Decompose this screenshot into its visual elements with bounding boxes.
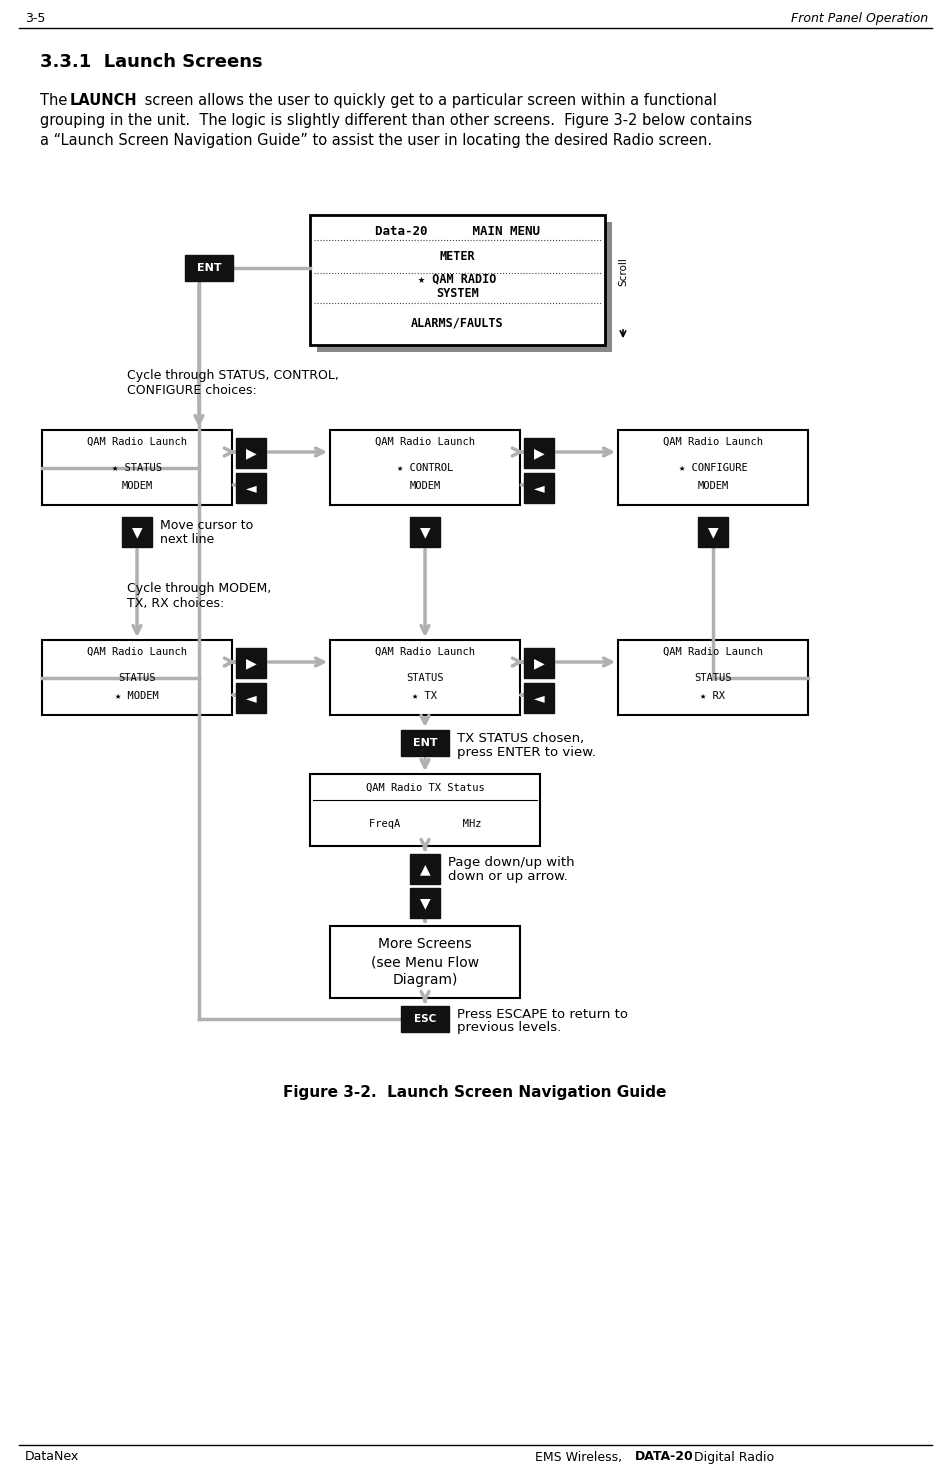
- Text: CONFIGURE choices:: CONFIGURE choices:: [127, 384, 257, 397]
- Text: ▶: ▶: [245, 445, 257, 460]
- Text: The: The: [40, 93, 72, 107]
- Bar: [524, 473, 554, 503]
- Text: QAM Radio TX Status: QAM Radio TX Status: [365, 784, 484, 792]
- Text: Digital Radio: Digital Radio: [690, 1451, 774, 1464]
- Text: MODEM: MODEM: [409, 481, 440, 491]
- Text: STATUS: STATUS: [118, 673, 156, 684]
- Text: ▶: ▶: [245, 656, 257, 670]
- Text: TX, RX choices:: TX, RX choices:: [127, 597, 224, 610]
- Text: grouping in the unit.  The logic is slightly different than other screens.  Figu: grouping in the unit. The logic is sligh…: [40, 113, 752, 128]
- Text: LAUNCH: LAUNCH: [70, 93, 138, 107]
- Text: next line: next line: [160, 532, 214, 545]
- Text: METER: METER: [439, 250, 476, 263]
- Text: ENT: ENT: [413, 738, 437, 748]
- Text: ALARMS/FAULTS: ALARMS/FAULTS: [411, 316, 504, 329]
- Bar: [236, 684, 266, 713]
- Bar: [401, 1005, 449, 1032]
- Text: ▼: ▼: [419, 525, 430, 539]
- Text: QAM Radio Launch: QAM Radio Launch: [87, 437, 187, 447]
- Text: QAM Radio Launch: QAM Radio Launch: [375, 437, 475, 447]
- Text: ▶: ▶: [534, 445, 544, 460]
- Text: DataNex: DataNex: [25, 1451, 79, 1464]
- Text: ★ QAM RADIO: ★ QAM RADIO: [418, 272, 496, 285]
- Text: ★ RX: ★ RX: [701, 691, 726, 701]
- Text: press ENTER to view.: press ENTER to view.: [457, 745, 596, 759]
- Text: ◄: ◄: [534, 481, 544, 495]
- Bar: [524, 648, 554, 678]
- Text: DATA-20: DATA-20: [635, 1451, 693, 1464]
- Text: ◄: ◄: [245, 691, 257, 706]
- Text: STATUS: STATUS: [406, 673, 444, 684]
- Bar: [330, 639, 520, 714]
- Bar: [236, 648, 266, 678]
- Bar: [618, 639, 808, 714]
- Text: ▼: ▼: [131, 525, 143, 539]
- Bar: [185, 254, 233, 281]
- Bar: [236, 438, 266, 467]
- Text: ▼: ▼: [708, 525, 718, 539]
- Bar: [317, 222, 612, 351]
- Text: ★ CONFIGURE: ★ CONFIGURE: [679, 463, 747, 473]
- Bar: [42, 431, 232, 506]
- Text: QAM Radio Launch: QAM Radio Launch: [87, 647, 187, 657]
- Text: MODEM: MODEM: [122, 481, 152, 491]
- Text: Diagram): Diagram): [393, 973, 457, 986]
- Text: ▲: ▲: [419, 861, 430, 876]
- Text: ★ STATUS: ★ STATUS: [112, 463, 162, 473]
- Bar: [410, 854, 440, 883]
- Text: down or up arrow.: down or up arrow.: [448, 869, 568, 882]
- Text: EMS Wireless,: EMS Wireless,: [535, 1451, 626, 1464]
- Text: QAM Radio Launch: QAM Radio Launch: [663, 647, 763, 657]
- Bar: [236, 473, 266, 503]
- Bar: [42, 639, 232, 714]
- Bar: [698, 517, 728, 547]
- Text: Press ESCAPE to return to: Press ESCAPE to return to: [457, 1007, 628, 1020]
- Text: 3-5: 3-5: [25, 12, 46, 25]
- Text: FreqA          MHz: FreqA MHz: [369, 819, 481, 829]
- Text: QAM Radio Launch: QAM Radio Launch: [375, 647, 475, 657]
- Text: ESC: ESC: [414, 1014, 437, 1025]
- Text: Data-20      MAIN MENU: Data-20 MAIN MENU: [375, 225, 540, 238]
- Text: MODEM: MODEM: [697, 481, 728, 491]
- Text: SYSTEM: SYSTEM: [437, 287, 479, 300]
- Text: STATUS: STATUS: [694, 673, 731, 684]
- Text: Page down/up with: Page down/up with: [448, 856, 574, 869]
- Bar: [524, 438, 554, 467]
- Text: QAM Radio Launch: QAM Radio Launch: [663, 437, 763, 447]
- Text: ★ TX: ★ TX: [413, 691, 437, 701]
- Bar: [524, 684, 554, 713]
- Text: previous levels.: previous levels.: [457, 1022, 561, 1035]
- Text: (see Menu Flow: (see Menu Flow: [371, 956, 479, 969]
- Bar: [410, 517, 440, 547]
- Text: Cycle through MODEM,: Cycle through MODEM,: [127, 582, 271, 594]
- Text: ★ CONTROL: ★ CONTROL: [397, 463, 453, 473]
- Text: Figure 3-2.  Launch Screen Navigation Guide: Figure 3-2. Launch Screen Navigation Gui…: [283, 1085, 667, 1100]
- Bar: [618, 431, 808, 506]
- Text: ★ MODEM: ★ MODEM: [115, 691, 159, 701]
- Text: a “Launch Screen Navigation Guide” to assist the user in locating the desired Ra: a “Launch Screen Navigation Guide” to as…: [40, 132, 712, 147]
- Text: 3.3.1  Launch Screens: 3.3.1 Launch Screens: [40, 53, 262, 71]
- Bar: [122, 517, 152, 547]
- Text: Scroll: Scroll: [618, 257, 628, 287]
- Text: Front Panel Operation: Front Panel Operation: [791, 12, 928, 25]
- Text: TX STATUS chosen,: TX STATUS chosen,: [457, 732, 584, 744]
- Bar: [330, 926, 520, 998]
- Text: ▶: ▶: [534, 656, 544, 670]
- Text: ◄: ◄: [245, 481, 257, 495]
- Bar: [410, 888, 440, 917]
- Bar: [310, 215, 605, 345]
- Bar: [330, 431, 520, 506]
- Text: ◄: ◄: [534, 691, 544, 706]
- Text: ENT: ENT: [197, 263, 222, 273]
- Text: Cycle through STATUS, CONTROL,: Cycle through STATUS, CONTROL,: [127, 369, 339, 382]
- Bar: [310, 775, 540, 847]
- Text: screen allows the user to quickly get to a particular screen within a functional: screen allows the user to quickly get to…: [140, 93, 717, 107]
- Bar: [401, 731, 449, 756]
- Text: More Screens: More Screens: [378, 936, 472, 951]
- Text: ▼: ▼: [419, 897, 430, 910]
- Text: Move cursor to: Move cursor to: [160, 519, 253, 532]
